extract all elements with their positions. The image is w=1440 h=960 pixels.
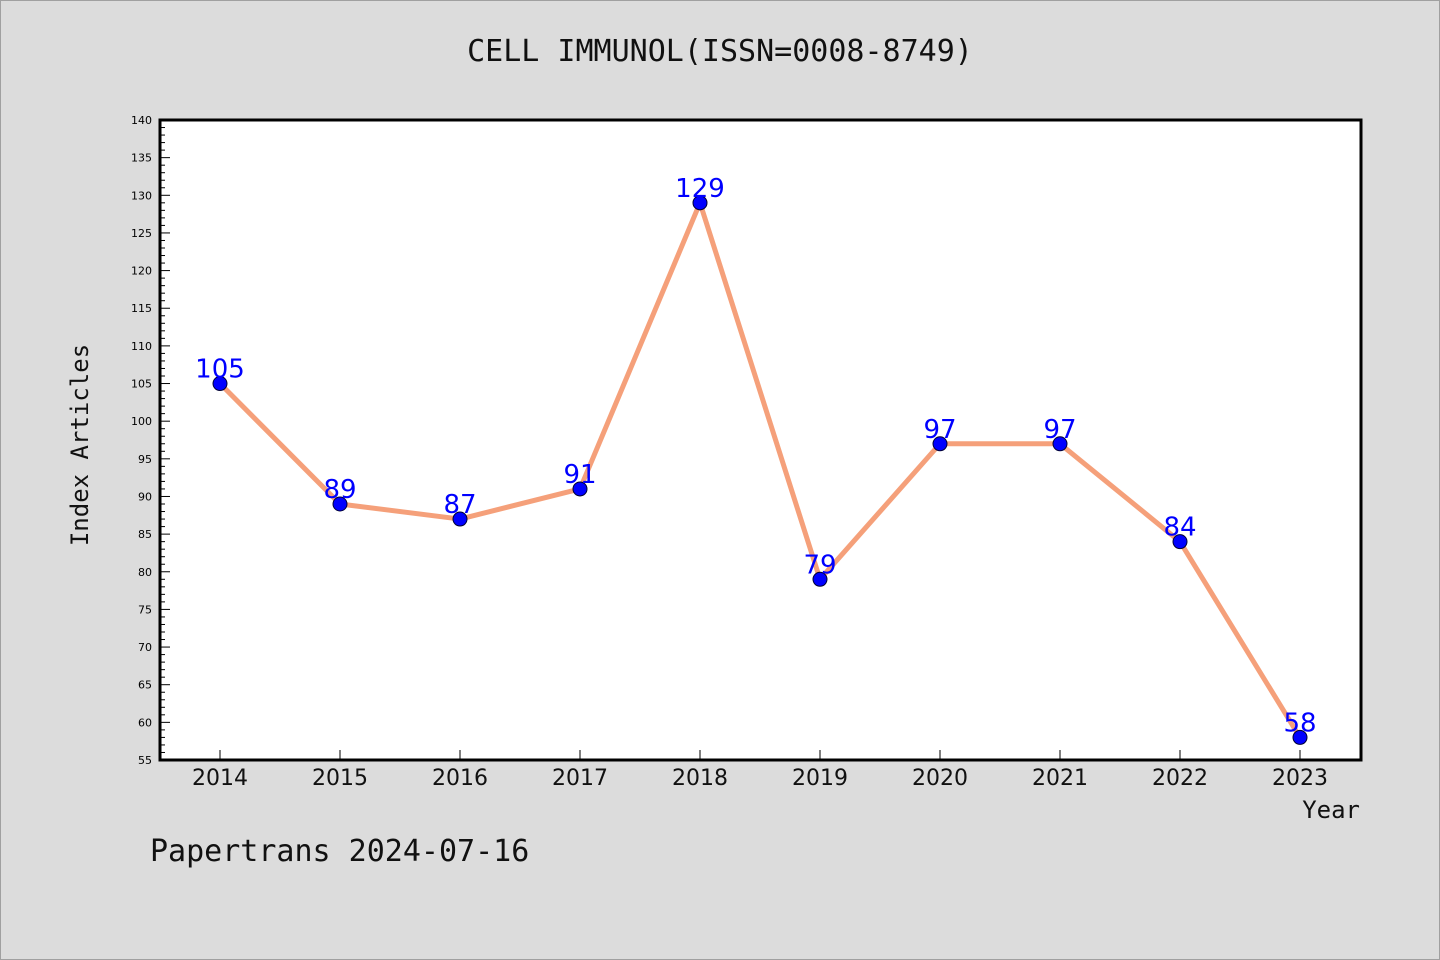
y-tick-label: 100 bbox=[131, 415, 152, 428]
data-point bbox=[1292, 729, 1308, 745]
y-tick-label: 140 bbox=[131, 114, 152, 127]
y-tick-label: 55 bbox=[138, 754, 152, 767]
data-point bbox=[1052, 436, 1068, 452]
data-point bbox=[812, 571, 828, 587]
data-point bbox=[692, 195, 708, 211]
y-tick-label: 120 bbox=[131, 265, 152, 278]
x-tick-label: 2019 bbox=[792, 766, 848, 791]
x-tick-label: 2014 bbox=[192, 766, 248, 791]
data-point bbox=[332, 496, 348, 512]
y-tick-label: 80 bbox=[138, 566, 152, 579]
y-tick-label: 135 bbox=[131, 152, 152, 165]
y-tick-label: 130 bbox=[131, 189, 152, 202]
x-tick-label: 2017 bbox=[552, 766, 608, 791]
y-tick-label: 95 bbox=[138, 453, 152, 466]
x-axis-label: Year bbox=[1302, 796, 1360, 824]
data-label: 105 bbox=[195, 355, 245, 385]
x-axis: 2014 2015 2016 2017 2018 2019 2020 2021 2022 2023 bbox=[192, 750, 1328, 791]
data-label: 84 bbox=[1163, 513, 1196, 543]
y-axis-label: Index Articles bbox=[66, 343, 94, 547]
x-tick-label: 2020 bbox=[912, 766, 968, 791]
x-tick-label: 2022 bbox=[1152, 766, 1208, 791]
y-tick-label: 110 bbox=[131, 340, 152, 353]
x-tick-label: 2016 bbox=[432, 766, 488, 791]
data-label: 97 bbox=[1043, 415, 1076, 445]
data-point bbox=[932, 436, 948, 452]
y-tick-label: 105 bbox=[131, 378, 152, 391]
data-label: 58 bbox=[1283, 708, 1316, 738]
data-point bbox=[572, 481, 588, 497]
series-line bbox=[217, 200, 1303, 740]
y-axis: 55 60 65 70 75 80 85 90 95 100 105 110 115 120 125 130 1… bbox=[131, 114, 170, 767]
footer-credit: Papertrans 2024-07-16 bbox=[150, 834, 530, 869]
data-point bbox=[212, 376, 228, 392]
y-tick-label: 90 bbox=[138, 490, 152, 503]
data-label: 129 bbox=[675, 174, 725, 204]
chart-title: CELL IMMUNOL(ISSN=0008-8749) bbox=[467, 34, 973, 69]
y-tick-label: 65 bbox=[138, 679, 152, 692]
data-label: 97 bbox=[923, 415, 956, 445]
data-label: 89 bbox=[323, 475, 356, 505]
series-group bbox=[212, 195, 1308, 745]
y-tick-label: 115 bbox=[131, 302, 152, 315]
y-tick-label: 85 bbox=[138, 528, 152, 541]
data-label: 87 bbox=[443, 490, 476, 520]
y-tick-label: 70 bbox=[138, 641, 152, 654]
y-tick-label: 60 bbox=[138, 716, 152, 729]
x-tick-label: 2023 bbox=[1272, 766, 1328, 791]
plot-area bbox=[158, 118, 1363, 762]
y-tick-label: 125 bbox=[131, 227, 152, 240]
y-tick-label: 75 bbox=[138, 603, 152, 616]
x-tick-label: 2018 bbox=[672, 766, 728, 791]
data-labels: 105 89 87 91 129 79 97 97 84 58 bbox=[195, 174, 1316, 739]
data-point bbox=[452, 511, 468, 527]
data-label: 91 bbox=[563, 460, 596, 490]
x-tick-label: 2021 bbox=[1032, 766, 1088, 791]
x-tick-label: 2015 bbox=[312, 766, 368, 791]
data-point bbox=[1172, 534, 1188, 550]
data-label: 79 bbox=[803, 550, 836, 580]
